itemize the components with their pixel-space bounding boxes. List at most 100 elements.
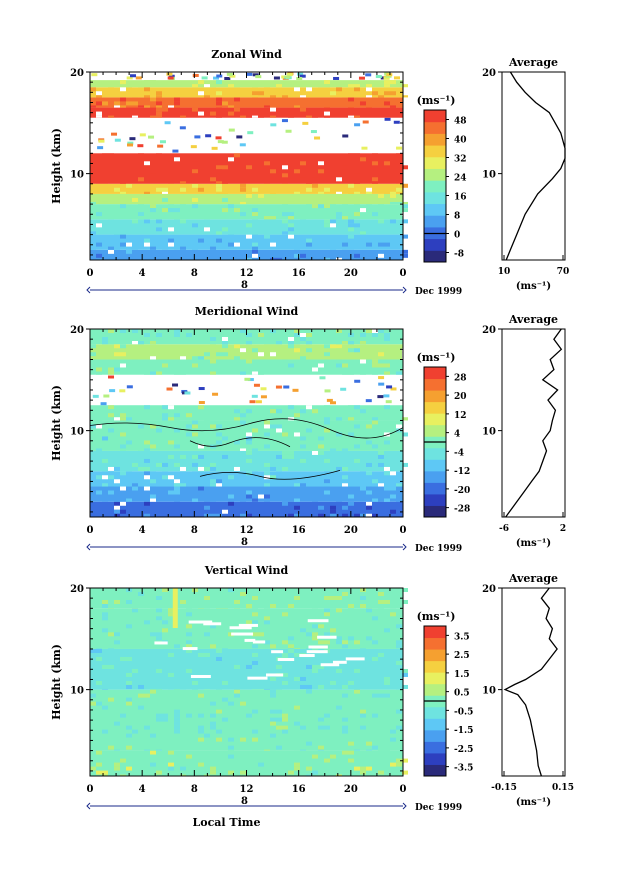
- heatmap-cell: [396, 600, 402, 604]
- heatmap-cell: [192, 107, 198, 112]
- heatmap-cell: [318, 204, 324, 209]
- heatmap-cell: [210, 486, 216, 491]
- heatmap-cell: [216, 181, 222, 184]
- missing-cell: [198, 91, 204, 96]
- missing-cell: [288, 234, 294, 239]
- missing-cell: [308, 645, 328, 649]
- date-axis-arrow: [86, 543, 91, 551]
- heatmap-cell: [396, 242, 402, 247]
- heatmap-cell: [402, 201, 408, 205]
- heatmap-cell: [192, 471, 198, 476]
- heatmap-cell: [114, 246, 120, 250]
- heatmap-cell: [306, 333, 312, 337]
- heatmap-cell: [138, 479, 144, 484]
- heatmap-cell: [204, 352, 210, 357]
- missing-cell: [203, 622, 222, 626]
- heatmap-cell: [150, 754, 156, 759]
- heatmap-cell: [108, 371, 114, 375]
- heatmap-cell: [114, 636, 120, 641]
- heatmap-cell: [120, 193, 126, 198]
- heatmap-cell: [132, 717, 138, 722]
- x-tick-label: 4: [139, 268, 146, 279]
- heatmap-cell: [354, 193, 360, 198]
- heatmap-cell: [348, 216, 354, 220]
- heatmap-cell: [300, 749, 306, 751]
- heatmap-cell: [156, 91, 162, 96]
- missing-cell: [306, 405, 312, 410]
- heatmap-cell: [240, 177, 246, 182]
- heatmap-cell: [318, 201, 324, 205]
- heatmap-cell: [324, 486, 330, 491]
- missing-cell: [144, 486, 150, 491]
- heatmap-cell: [168, 454, 174, 459]
- heatmap-cell: [282, 725, 288, 730]
- heatmap-cell: [126, 733, 132, 738]
- heatmap-cell: [314, 136, 321, 140]
- heatmap-cell: [114, 367, 120, 372]
- heatmap-cell: [150, 341, 156, 345]
- heatmap-cell: [264, 91, 270, 96]
- heatmap-cell: [162, 717, 168, 722]
- heatmap-cell: [396, 428, 402, 433]
- heatmap-cell: [342, 466, 348, 471]
- colorbar-tick-label: -20: [454, 486, 470, 496]
- heatmap-cell: [126, 600, 132, 604]
- heatmap-cell: [318, 721, 324, 726]
- heatmap-cell: [252, 620, 258, 625]
- heatmap-cell: [210, 420, 216, 425]
- heatmap-cell: [270, 191, 276, 194]
- heatmap-cell: [216, 709, 222, 714]
- heatmap-cell: [393, 120, 400, 124]
- heatmap-cell: [156, 770, 162, 775]
- heatmap-cell: [294, 341, 300, 345]
- heatmap-cell: [222, 604, 228, 608]
- heatmap-cell: [180, 359, 186, 364]
- heatmap-cell: [138, 448, 144, 451]
- heatmap-cell: [354, 749, 360, 751]
- heatmap-cell: [90, 413, 96, 418]
- heatmap-cell: [186, 420, 192, 425]
- heatmap-cell: [162, 725, 168, 730]
- heatmap-cell: [144, 238, 150, 243]
- colorbar-tick-label: -1.5: [454, 726, 473, 736]
- missing-cell: [300, 95, 306, 98]
- heatmap-cell: [120, 352, 126, 357]
- heatmap-cell: [120, 329, 126, 333]
- x-tick-label: 16: [292, 784, 306, 795]
- heatmap-cell: [228, 359, 234, 364]
- heatmap-cell: [318, 664, 324, 669]
- heatmap-cell: [240, 183, 246, 188]
- heatmap-cell: [372, 737, 378, 742]
- heatmap-cell: [162, 693, 168, 698]
- heatmap-cell: [192, 462, 198, 467]
- date-axis-arrow: [86, 802, 91, 810]
- heatmap-cell: [306, 242, 312, 247]
- heatmap-cell: [114, 234, 120, 239]
- heatmap-cell: [282, 612, 288, 617]
- heatmap-cell: [132, 766, 138, 771]
- heatmap-cell: [210, 84, 216, 88]
- missing-cell: [246, 234, 252, 239]
- heatmap-cell: [204, 475, 210, 480]
- heatmap-cell: [282, 204, 288, 209]
- heatmap-cell: [156, 689, 162, 694]
- heatmap-cell: [157, 144, 164, 148]
- heatmap-cell: [336, 466, 342, 471]
- heatmap-cell: [348, 636, 354, 641]
- heatmap-cell: [186, 424, 192, 429]
- heatmap-cell: [258, 101, 264, 106]
- heatmap-cell: [336, 417, 342, 421]
- heatmap-cell: [282, 356, 288, 360]
- panel-title: Zonal Wind: [211, 48, 282, 61]
- average-y-tick-label: 20: [482, 68, 496, 79]
- missing-cell: [336, 257, 342, 260]
- heatmap-cell: [270, 721, 276, 726]
- heatmap-cell: [156, 95, 162, 98]
- heatmap-cell: [228, 242, 234, 247]
- heatmap-cell: [228, 187, 234, 192]
- heatmap-cell: [270, 749, 276, 751]
- heatmap-cell: [336, 644, 342, 649]
- heatmap-cell: [252, 348, 258, 353]
- colorbar-segment: [424, 493, 446, 506]
- average-y-tick-label: 10: [482, 170, 496, 181]
